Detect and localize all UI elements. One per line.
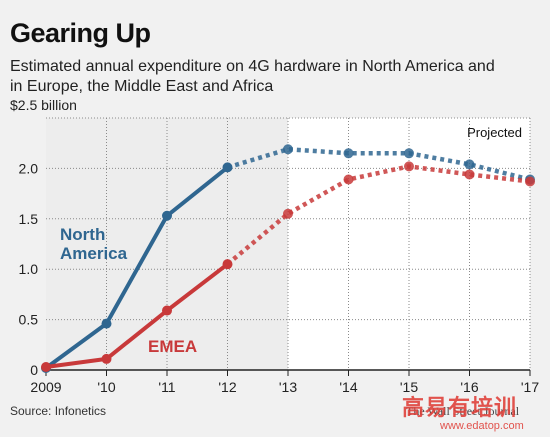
data-point [101, 353, 112, 364]
data-point [162, 210, 172, 221]
x-tick-label: 2009 [30, 379, 61, 395]
chart-title: Gearing Up [10, 18, 151, 48]
publisher-credit: The Wall Street Journal [406, 404, 520, 418]
series-label: North America [60, 225, 128, 263]
data-point [101, 318, 112, 329]
y-tick-label: 2.0 [19, 160, 39, 176]
series-line-projected [226, 146, 531, 182]
data-point [283, 144, 293, 155]
data-point [404, 148, 414, 159]
x-tick-label: '10 [97, 379, 115, 395]
data-point [404, 161, 414, 172]
y-tick-label: 1.5 [19, 211, 39, 227]
watermark-url: www.edatop.com [440, 420, 524, 432]
data-point [222, 162, 233, 173]
series-line-projected [226, 164, 531, 266]
data-point [464, 159, 475, 170]
x-tick-label: '13 [279, 379, 297, 395]
y-tick-label: 0 [30, 362, 38, 378]
series-label: EMEA [148, 337, 197, 356]
data-point [343, 148, 354, 159]
y-tick-label: $2.5 billion [10, 97, 77, 113]
data-point [464, 169, 475, 180]
data-point [343, 174, 354, 185]
y-tick-label: 1.0 [19, 261, 39, 277]
x-tick-label: '11 [158, 379, 175, 395]
x-tick-label: '15 [400, 379, 418, 395]
projected-label: Projected [467, 125, 522, 140]
data-point [525, 176, 535, 187]
x-tick-label: '12 [218, 379, 236, 395]
source-note: Source: Infonetics [10, 404, 107, 418]
y-tick-label: 0.5 [19, 312, 39, 328]
chart-subtitle: Estimated annual expenditure on 4G hardw… [10, 58, 495, 95]
x-tick-label: '14 [339, 379, 357, 395]
series-line-actual [44, 165, 229, 370]
watermark-logo: 高易有培训 [402, 395, 518, 420]
series-line-actual [45, 262, 229, 369]
data-point [222, 259, 233, 270]
x-tick-label: '17 [521, 379, 539, 395]
data-point [41, 361, 51, 372]
data-point [162, 305, 172, 316]
x-tick-label: '16 [460, 379, 478, 395]
data-point [283, 208, 293, 219]
